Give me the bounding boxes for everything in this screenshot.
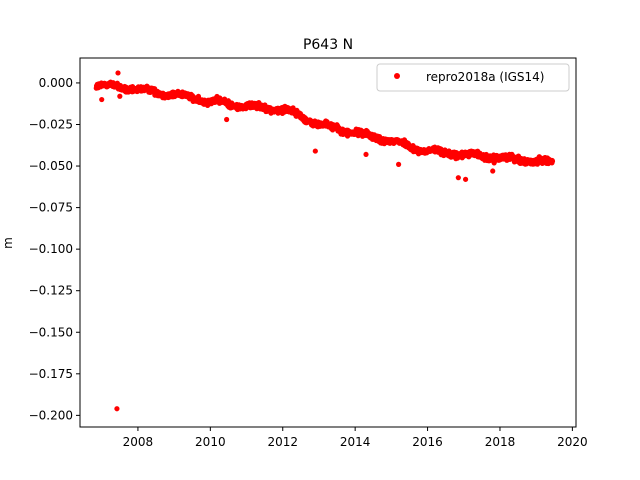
- x-tick-label: 2010: [195, 435, 226, 449]
- legend-marker: [394, 73, 400, 79]
- y-tick-label: 0.000: [39, 76, 73, 90]
- y-tick-label: −0.125: [29, 284, 73, 298]
- data-point: [114, 406, 120, 412]
- y-axis-label: m: [1, 237, 15, 249]
- legend-box: [376, 63, 570, 92]
- y-tick-label: −0.025: [29, 117, 73, 131]
- chart-title: P643 N: [303, 37, 353, 53]
- data-point: [312, 148, 318, 154]
- data-point: [363, 151, 369, 158]
- x-tick-label: 2018: [485, 435, 516, 449]
- x-tick-label: 2008: [123, 435, 154, 449]
- axis-ticks: 2008 2010 2012 2014 2016 2018 2020 0.000 −0.025 −…: [29, 76, 588, 449]
- x-tick-label: 2020: [557, 435, 588, 449]
- x-tick-label: 2014: [340, 435, 371, 449]
- legend-label: repro2018a (IGS14): [426, 70, 544, 84]
- data-point: [462, 176, 469, 182]
- data-point: [455, 175, 461, 181]
- data-point: [490, 168, 496, 174]
- data-point: [396, 161, 402, 167]
- data-point: [115, 70, 121, 76]
- y-tick-label: −0.100: [29, 242, 73, 256]
- data-point: [117, 93, 123, 99]
- scatter-points: [93, 70, 556, 412]
- y-tick-label: −0.075: [29, 201, 73, 215]
- x-tick-label: 2016: [412, 435, 443, 449]
- y-tick-label: −0.200: [29, 408, 73, 422]
- y-tick-label: −0.175: [29, 367, 73, 381]
- data-point: [224, 116, 230, 123]
- legend: repro2018a (IGS14): [376, 63, 570, 92]
- data-point: [549, 158, 556, 164]
- y-tick-label: −0.150: [29, 325, 73, 339]
- y-tick-label: −0.050: [29, 159, 73, 173]
- x-tick-label: 2012: [267, 435, 298, 449]
- data-point: [99, 96, 105, 103]
- plot-frame: [79, 57, 577, 428]
